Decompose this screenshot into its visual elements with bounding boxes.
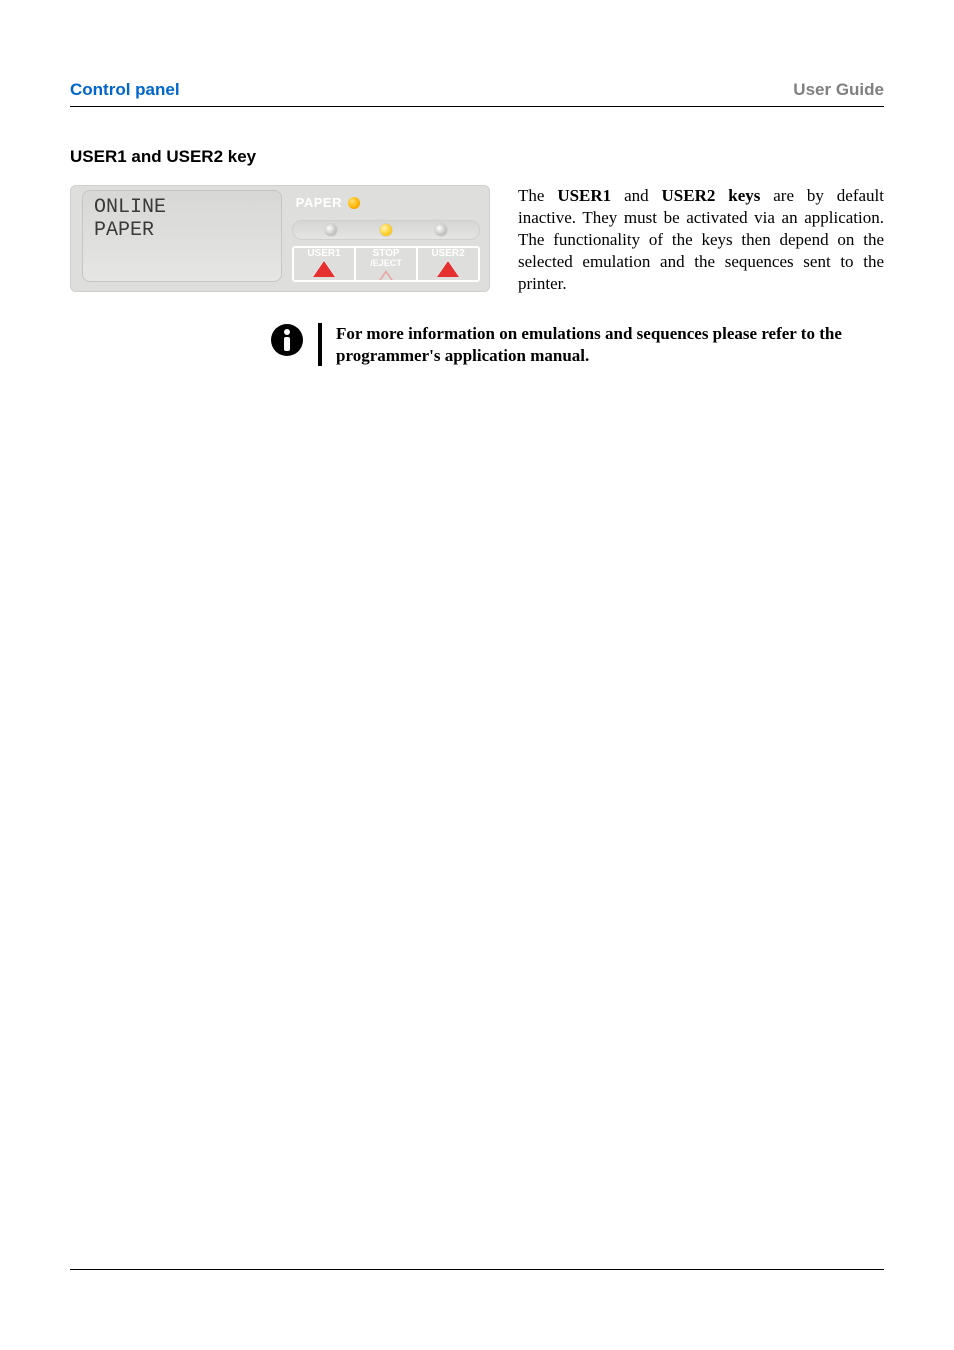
triangle-up-icon [313, 261, 335, 277]
printer-control-panel: PAPER ONLINE PAPER SETUP [70, 185, 490, 292]
user2-key[interactable]: USER2 [418, 248, 478, 280]
lcd-display: ONLINE PAPER [82, 190, 282, 282]
user2-key-label: USER2 [431, 249, 464, 259]
lcd-line-2: PAPER [94, 219, 270, 242]
header-left-link[interactable]: Control panel [70, 80, 180, 100]
key-row: SETUP USER1 STOP /EJECT [292, 246, 480, 282]
body-paragraph: The USER1 and USER2 keys are by default … [518, 185, 884, 295]
stop-eject-key[interactable]: STOP /EJECT [356, 248, 418, 280]
leds-and-keys: SETUP USER1 STOP /EJECT [292, 216, 480, 282]
led-2-icon [380, 224, 392, 236]
header-right-title: User Guide [793, 80, 884, 100]
lcd-line-1: ONLINE [94, 196, 270, 219]
paper-led-icon [348, 197, 360, 209]
led-bar [292, 220, 480, 240]
page-header: Control panel User Guide [70, 80, 884, 107]
content-row: PAPER ONLINE PAPER SETUP [70, 185, 884, 295]
panel-mid: ONLINE PAPER SETUP USER1 [82, 216, 480, 282]
body-text-frag: The [518, 186, 557, 205]
info-note: For more information on emulations and s… [270, 323, 884, 366]
led-1-icon [325, 224, 337, 236]
note-text: For more information on emulations and s… [336, 323, 884, 366]
paper-label: PAPER [296, 195, 342, 210]
body-text-frag: and [611, 186, 661, 205]
key-strip: USER1 STOP /EJECT USER2 [292, 246, 480, 282]
led-3-icon [435, 224, 447, 236]
body-bold-user2keys: USER2 keys [662, 186, 761, 205]
triangle-outline-icon [375, 270, 397, 282]
stop-key-label-bottom: /EJECT [370, 259, 402, 268]
body-bold-user1: USER1 [557, 186, 611, 205]
user1-key-label: USER1 [307, 249, 340, 259]
footer-rule [70, 1269, 884, 1270]
section-title: USER1 and USER2 key [70, 147, 884, 167]
info-icon [270, 323, 304, 357]
triangle-up-icon [437, 261, 459, 277]
user1-key[interactable]: USER1 [294, 248, 356, 280]
page: Control panel User Guide USER1 and USER2… [0, 0, 954, 1350]
note-divider [318, 323, 322, 366]
